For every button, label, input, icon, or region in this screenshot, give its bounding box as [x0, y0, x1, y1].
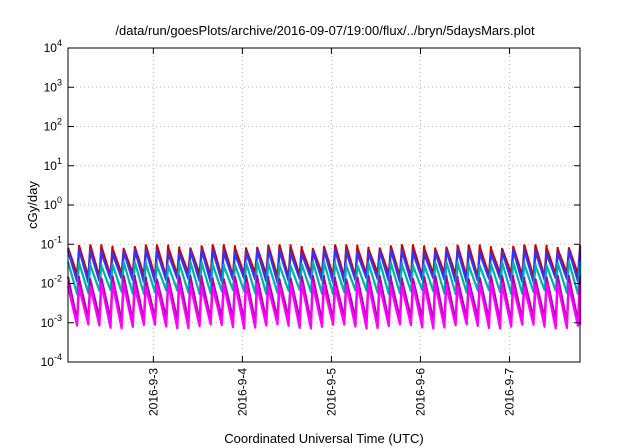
y-tick-label: 10-4 [41, 352, 62, 369]
series-line-3 [66, 260, 582, 296]
y-tick-label: 102 [44, 117, 62, 134]
series-group [66, 244, 582, 330]
y-tick-label: 10-3 [41, 313, 62, 330]
y-tick-label: 103 [44, 77, 62, 94]
x-axis-label: Coordinated Universal Time (UTC) [224, 431, 423, 446]
x-tick-label: 2016-9-7 [503, 368, 517, 416]
y-axis: 10-4 10-3 10-2 10-1 100 101 102 103 104 [41, 38, 580, 369]
x-tick-label: 2016-9-4 [235, 368, 249, 416]
y-tick-label: 104 [44, 38, 62, 55]
y-tick-label: 10-1 [41, 234, 62, 251]
x-tick-label: 2016-9-3 [146, 368, 160, 416]
y-axis-label: cGy/day [25, 181, 40, 229]
x-axis: 2016-9-3 2016-9-4 2016-9-5 2016-9-6 2016-9-7 [146, 48, 517, 416]
x-tick-label: 2016-9-6 [413, 368, 427, 416]
series-line-5 [66, 282, 582, 330]
y-tick-label: 10-2 [41, 274, 62, 291]
x-tick-label: 2016-9-5 [324, 368, 338, 416]
y-tick-label: 100 [44, 195, 62, 212]
chart-title: /data/run/goesPlots/archive/2016-09-07/1… [115, 23, 535, 38]
y-tick-label: 101 [44, 156, 62, 173]
